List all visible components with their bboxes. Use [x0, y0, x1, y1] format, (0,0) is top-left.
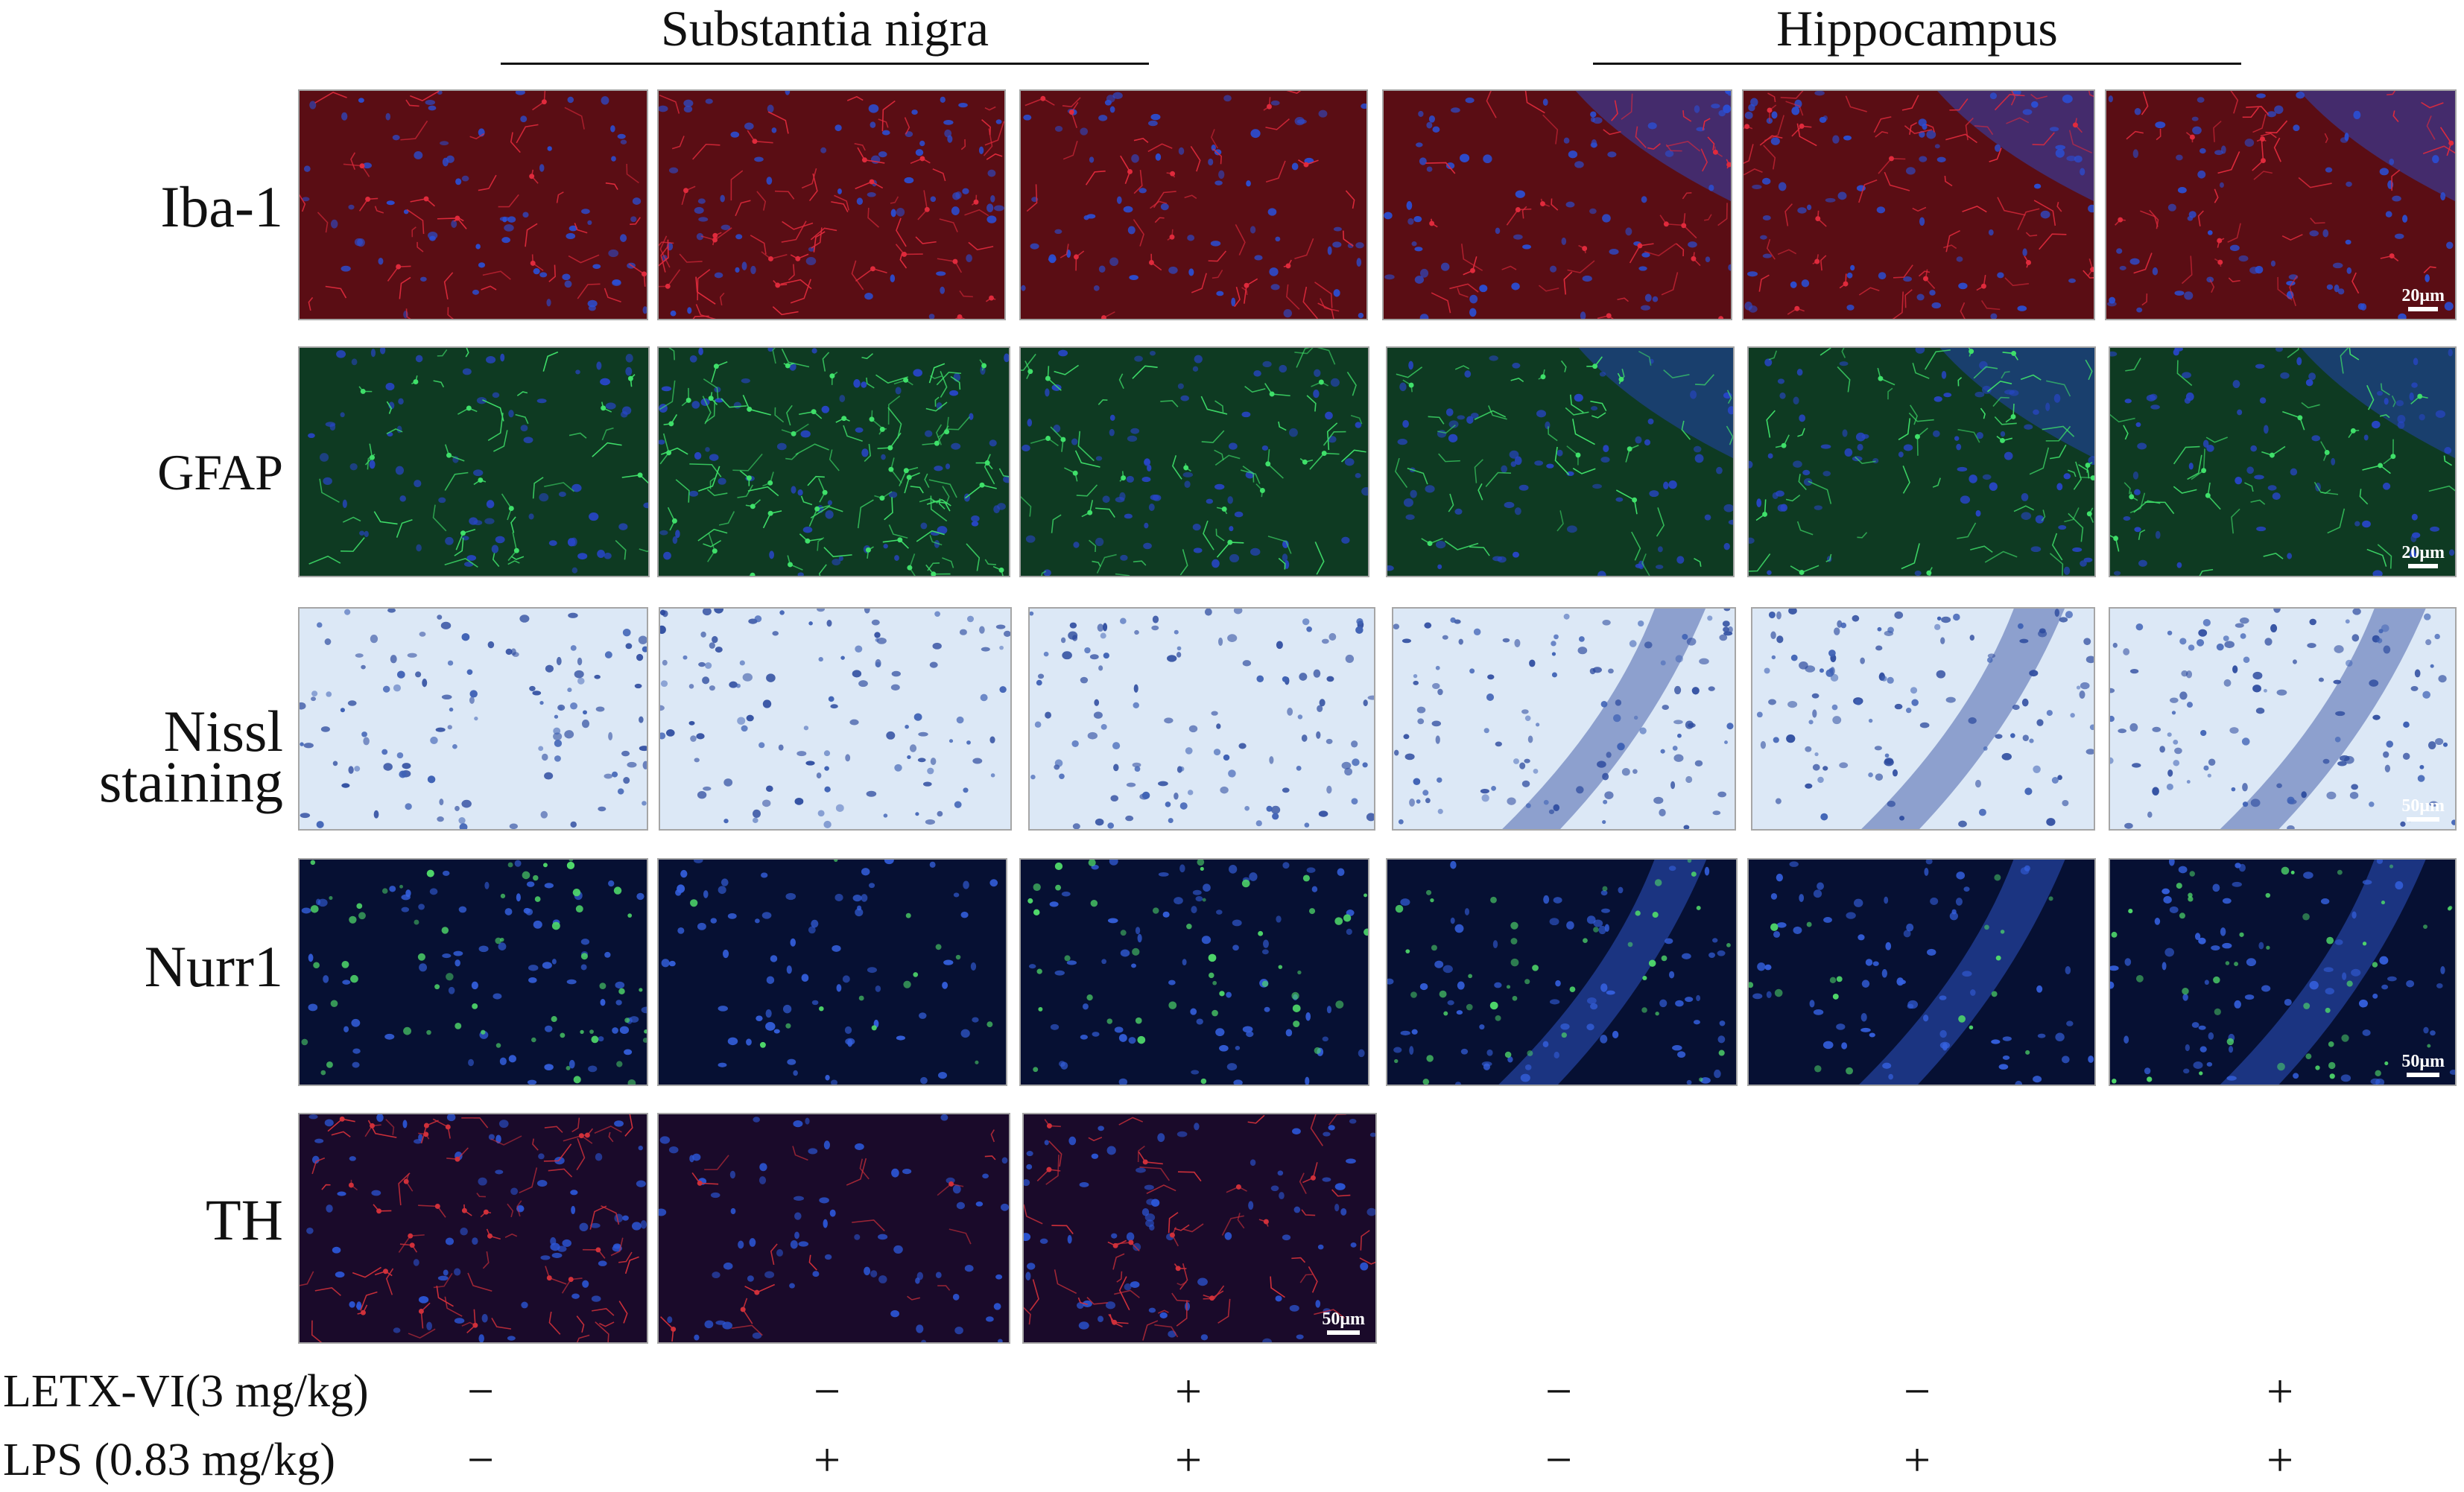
panel-nurr1-hc-3: 50μm [2109, 858, 2457, 1086]
letx-sign-2: − [813, 1365, 841, 1418]
row-label-iba1: Iba-1 [160, 174, 283, 239]
letx-sign-3: + [1174, 1365, 1203, 1418]
panel-nurr1-hc-1 [1386, 858, 1738, 1086]
letx-sign-5: − [1903, 1365, 1931, 1418]
panel-iba1-sn-3 [1019, 89, 1368, 320]
micrograph-texture [2110, 860, 2455, 1085]
micrograph-texture [660, 609, 1010, 829]
scale-bar-gfap: 20μm [2401, 543, 2445, 568]
lps-sign-3: + [1174, 1433, 1203, 1486]
panel-nurr1-hc-2 [1747, 858, 2096, 1086]
panel-th-sn-3: 50μm [1022, 1113, 1377, 1344]
panel-nissl-hc-2 [1751, 607, 2095, 831]
lps-sign-1: − [466, 1433, 495, 1486]
micrograph-texture [1387, 348, 1733, 576]
row-label-gfap: GFAP [157, 444, 283, 501]
micrograph-texture [1021, 91, 1366, 319]
lps-sign-5: + [1903, 1433, 1931, 1486]
treatment-label-lps: LPS (0.83 mg/kg) [3, 1435, 336, 1485]
panel-iba1-sn-2 [657, 89, 1006, 320]
micrograph-texture [659, 348, 1009, 576]
micrograph-texture [1384, 91, 1731, 319]
lps-sign-6: + [2266, 1433, 2294, 1486]
micrograph-texture [659, 91, 1004, 319]
panel-gfap-sn-2 [657, 346, 1010, 577]
lps-sign-4: − [1545, 1433, 1573, 1486]
panel-iba1-sn-1 [298, 89, 648, 320]
panel-nissl-sn-3 [1028, 607, 1375, 831]
micrograph-texture [300, 609, 647, 829]
region-rule-hippocampus [1593, 63, 2241, 65]
letx-sign-1: − [466, 1365, 495, 1418]
panel-th-sn-2 [657, 1113, 1010, 1344]
panel-gfap-sn-3 [1019, 346, 1369, 577]
micrograph-texture [2110, 609, 2455, 829]
region-title-hippocampus: Hippocampus [1776, 0, 2058, 57]
panel-gfap-hc-2 [1747, 346, 2096, 577]
micrograph-texture [300, 91, 647, 319]
scale-bar-th: 50μm [1322, 1310, 1365, 1335]
micrograph-texture [300, 1114, 647, 1342]
micrograph-texture [1024, 1114, 1375, 1342]
micrograph-texture [1030, 609, 1374, 829]
panel-nurr1-sn-3 [1019, 858, 1369, 1086]
micrograph-texture [2106, 91, 2455, 319]
panel-th-sn-1 [298, 1113, 648, 1344]
panel-iba1-hc-3: 20μm [2105, 89, 2457, 320]
micrograph-texture [1393, 609, 1735, 829]
micrograph-texture [1021, 860, 1368, 1085]
letx-sign-6: + [2266, 1365, 2294, 1418]
panel-gfap-hc-1 [1386, 346, 1735, 577]
region-rule-substantia-nigra [501, 63, 1149, 65]
lps-sign-2: + [813, 1433, 841, 1486]
row-label-nissl-line2: staining [99, 749, 283, 814]
panel-gfap-hc-3: 20μm [2109, 346, 2457, 577]
micrograph-texture [300, 860, 647, 1085]
panel-nissl-hc-3: 50μm [2109, 607, 2457, 831]
letx-sign-4: − [1545, 1365, 1573, 1418]
panel-nurr1-sn-1 [298, 858, 648, 1086]
micrograph-texture [1749, 348, 2094, 576]
scale-bar-nissl: 50μm [2401, 796, 2445, 822]
scale-bar-iba1: 20μm [2401, 286, 2445, 311]
panel-iba1-hc-2 [1742, 89, 2095, 320]
micrograph-texture [659, 860, 1006, 1085]
panel-nissl-sn-2 [659, 607, 1012, 831]
micrograph-texture [1752, 609, 2094, 829]
row-label-nurr1: Nurr1 [144, 934, 283, 999]
micrograph-texture [1387, 860, 1736, 1085]
region-title-substantia-nigra: Substantia nigra [660, 0, 989, 57]
micrograph-texture [2110, 348, 2455, 576]
micrograph-texture [1744, 91, 2094, 319]
micrograph-texture [1749, 860, 2094, 1085]
panel-nissl-sn-1 [298, 607, 648, 831]
panel-iba1-hc-1 [1382, 89, 1732, 320]
panel-nissl-hc-1 [1392, 607, 1736, 831]
panel-nurr1-sn-2 [657, 858, 1007, 1086]
micrograph-texture [659, 1114, 1009, 1342]
micrograph-texture [1021, 348, 1368, 576]
micrograph-texture [300, 348, 648, 576]
panel-gfap-sn-1 [298, 346, 650, 577]
row-label-nissl-line1: Nissl [163, 699, 283, 764]
scale-bar-nurr1: 50μm [2401, 1052, 2445, 1077]
treatment-label-letx: LETX-VI(3 mg/kg) [3, 1366, 369, 1417]
row-label-th: TH [206, 1187, 283, 1252]
